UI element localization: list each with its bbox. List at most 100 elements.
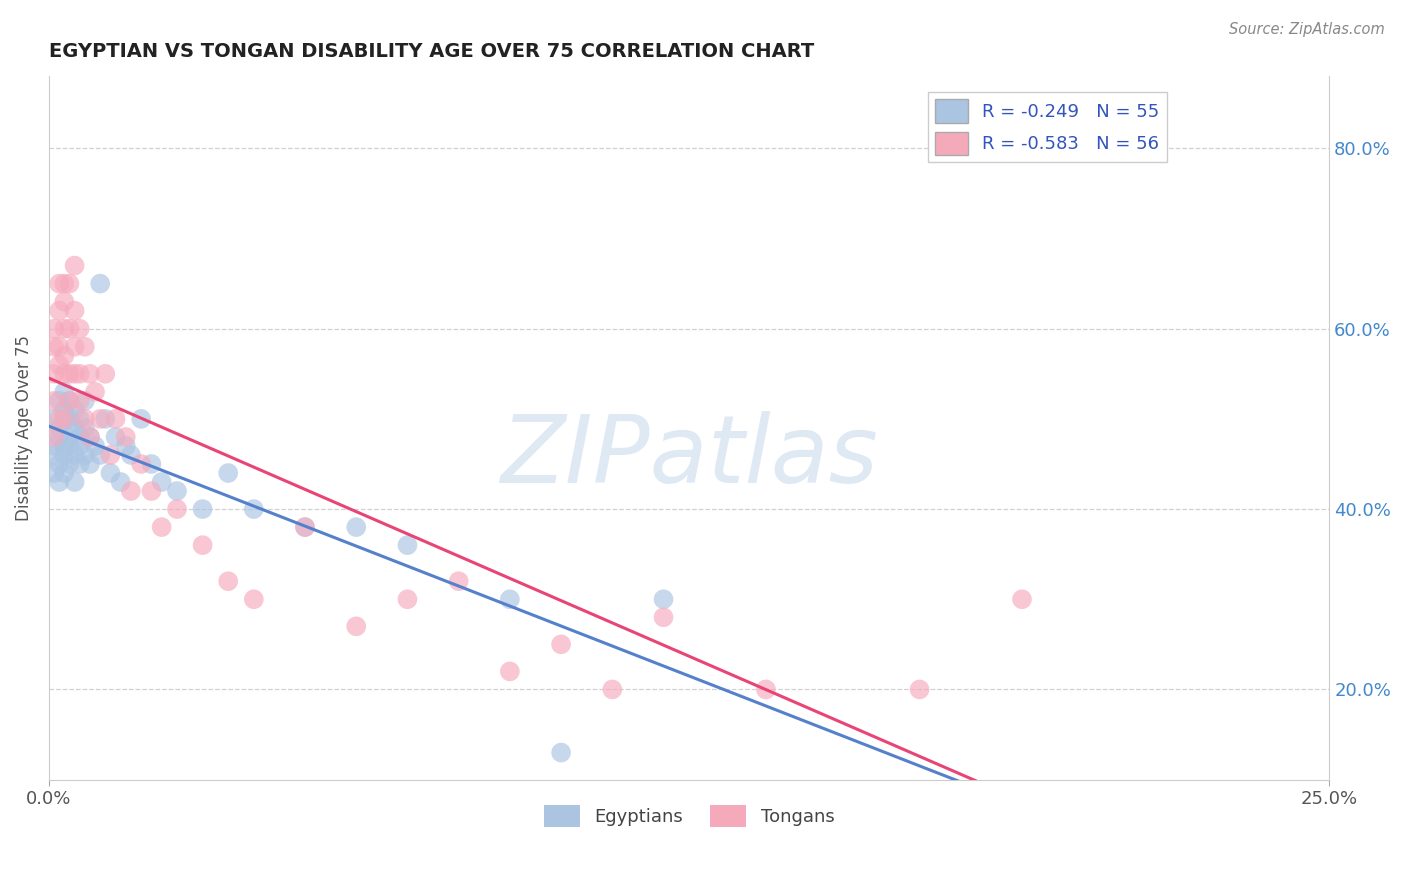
Point [58,393,80,408]
Point [69,393,91,408]
Point [58,322,80,336]
Point [294,520,316,534]
Point [63,367,86,381]
Point [150,475,173,489]
Text: Source: ZipAtlas.com: Source: ZipAtlas.com [1229,22,1385,37]
Point [94,367,117,381]
Text: ZIPatlas: ZIPatlas [501,410,879,501]
Point [58,439,80,453]
Point [42,367,65,381]
Point [69,430,91,444]
Point [53,294,76,309]
Point [63,303,86,318]
Point [84,439,107,453]
Point [217,574,239,589]
Point [79,457,101,471]
Point [499,665,522,679]
Point [217,466,239,480]
Point [48,475,70,489]
Y-axis label: Disability Age Over 75: Disability Age Over 75 [15,334,32,521]
Point [396,592,419,607]
Point [100,448,122,462]
Point [141,457,163,471]
Point [1011,592,1033,607]
Point [79,367,101,381]
Point [53,412,76,426]
Point [100,466,122,480]
Point [48,430,70,444]
Point [89,412,111,426]
Point [69,367,91,381]
Point [63,402,86,417]
Point [243,592,266,607]
Point [191,538,214,552]
Point [755,682,778,697]
Legend: Egyptians, Tongans: Egyptians, Tongans [537,797,842,834]
Point [73,421,96,435]
Point [104,430,127,444]
Point [243,502,266,516]
Point [42,448,65,462]
Point [58,393,80,408]
Point [73,340,96,354]
Text: EGYPTIAN VS TONGAN DISABILITY AGE OVER 75 CORRELATION CHART: EGYPTIAN VS TONGAN DISABILITY AGE OVER 7… [49,42,814,61]
Point [53,448,76,462]
Point [550,746,572,760]
Point [89,448,111,462]
Point [166,502,188,516]
Point [79,430,101,444]
Point [58,457,80,471]
Point [53,402,76,417]
Point [69,439,91,453]
Point [104,412,127,426]
Point [344,520,367,534]
Point [110,475,132,489]
Point [73,393,96,408]
Point [94,412,117,426]
Point [69,457,91,471]
Point [114,439,136,453]
Point [53,322,76,336]
Point [48,421,70,435]
Point [141,483,163,498]
Point [53,367,76,381]
Point [499,592,522,607]
Point [120,483,142,498]
Point [48,393,70,408]
Point [53,277,76,291]
Point [191,502,214,516]
Point [73,448,96,462]
Point [53,412,76,426]
Point [73,412,96,426]
Point [63,340,86,354]
Point [114,430,136,444]
Point [600,682,623,697]
Point [42,466,65,480]
Point [69,322,91,336]
Point [129,412,152,426]
Point [652,592,675,607]
Point [42,439,65,453]
Point [63,475,86,489]
Point [63,421,86,435]
Point [69,412,91,426]
Point [48,358,70,372]
Point [53,466,76,480]
Point [89,277,111,291]
Point [447,574,470,589]
Point [48,457,70,471]
Point [53,349,76,363]
Point [63,259,86,273]
Point [42,412,65,426]
Point [48,340,70,354]
Point [48,412,70,426]
Point [652,610,675,624]
Point [53,384,76,399]
Point [42,430,65,444]
Point [129,457,152,471]
Point [42,393,65,408]
Point [63,448,86,462]
Point [344,619,367,633]
Point [166,483,188,498]
Point [48,277,70,291]
